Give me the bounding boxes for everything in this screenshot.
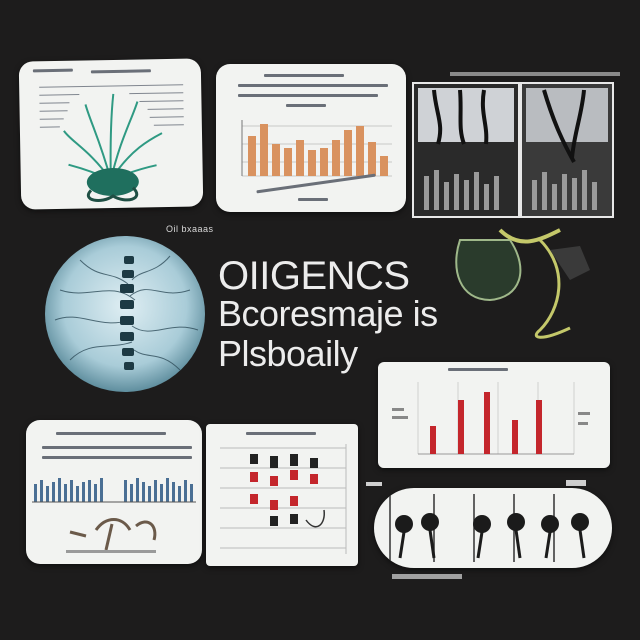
red-bar-chart-card: [378, 362, 610, 468]
card-heading-scribble: [238, 84, 388, 87]
green-roots-illustration: [455, 228, 590, 339]
grid-chart: [220, 444, 347, 554]
card-heading-scribble: [238, 94, 378, 97]
neural-sphere-illustration: [45, 236, 205, 392]
bar-chart-card: [216, 64, 406, 212]
card-heading-scribble: [246, 432, 316, 435]
card-heading-scribble: [42, 446, 192, 449]
axis-label-scribble: [298, 198, 328, 201]
card-heading-scribble: [42, 456, 192, 459]
mid-left-caption: Oil bxaaas: [166, 224, 214, 234]
figures-footer-scribble: [392, 574, 462, 579]
photo-panels: [412, 82, 614, 218]
bar-chart: [241, 120, 392, 177]
photo-grid: [414, 84, 612, 216]
blue-bar-chart-card: [26, 420, 202, 564]
card-heading-scribble: [286, 104, 326, 107]
card-heading-scribble: [264, 74, 344, 77]
plant-illustration: [39, 84, 184, 202]
card-heading-scribble: [448, 368, 508, 371]
figure-caption-left: [366, 482, 382, 486]
card-heading-scribble: [56, 432, 166, 435]
blue-bar-chart: [32, 478, 196, 553]
headline-line-2: Bcoresmaje is: [218, 293, 438, 334]
grid-chart-card: [206, 424, 358, 566]
plant-diagram-card: [18, 58, 204, 210]
figures-card: [374, 488, 612, 568]
figure-caption-right: [566, 480, 586, 486]
headline-line-1: OIIGENCS: [218, 254, 410, 298]
red-bar-chart: [392, 382, 590, 455]
headline-line-3: Plsboaily: [218, 333, 358, 374]
figures-illustration: [389, 494, 589, 562]
photo-panels-heading: [450, 72, 620, 76]
